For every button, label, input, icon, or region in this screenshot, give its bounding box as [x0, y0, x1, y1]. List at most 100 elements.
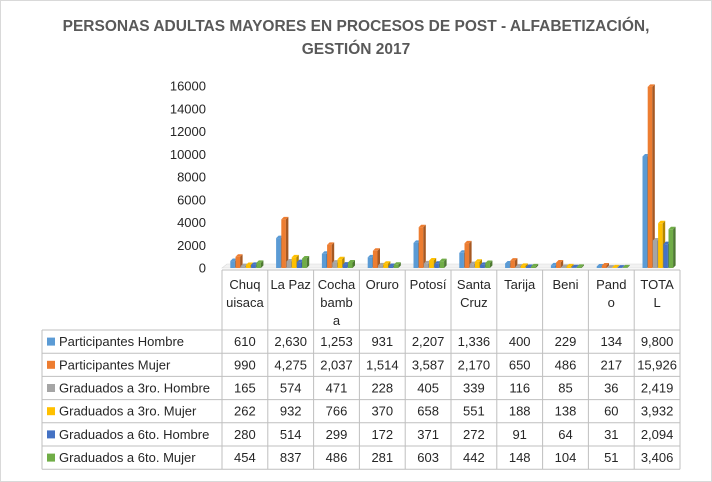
bar-top: [658, 220, 666, 224]
bar-front: [596, 266, 602, 268]
bar-top: [566, 263, 574, 267]
x-tick-label: Santa: [457, 277, 492, 292]
bar-top: [256, 260, 264, 263]
data-label: 104: [555, 450, 577, 465]
bar-front: [302, 258, 307, 268]
bar-side: [352, 259, 355, 268]
data-label: 658: [417, 404, 439, 419]
bar-front: [347, 262, 353, 268]
bar: [347, 259, 355, 268]
bar-side: [423, 224, 426, 268]
bar-top: [245, 262, 253, 266]
data-label: 172: [371, 427, 393, 442]
bar-top: [388, 263, 396, 267]
bar-front: [321, 253, 327, 268]
y-tick-label: 12000: [170, 124, 206, 139]
data-table: Chuq uisaca La Paz Cocha bamb a Oruro Potosí San…: [41, 269, 681, 470]
bar-top: [291, 254, 299, 258]
x-tick-label: Beni: [552, 277, 578, 292]
legend-key: [47, 453, 55, 462]
x-tick-label: La Paz: [270, 277, 310, 292]
bar-side: [606, 263, 609, 268]
bar-front: [566, 266, 572, 268]
x-tick-label: a: [333, 313, 341, 328]
y-axis: 0 2000 4000 6000 8000 10000 12000 14000 16000: [170, 79, 206, 276]
data-label: 486: [555, 357, 577, 372]
bar-front: [647, 86, 653, 268]
bar-top: [485, 260, 493, 263]
data-label: 165: [234, 381, 256, 396]
bar-top: [347, 259, 355, 263]
bar-front: [622, 267, 628, 268]
bar-front: [296, 262, 302, 268]
bar: [576, 264, 584, 268]
data-label: 932: [280, 404, 302, 419]
bar-side: [398, 262, 401, 268]
bar-front: [342, 264, 348, 268]
data-label: 188: [509, 404, 531, 419]
data-label: 574: [280, 381, 302, 396]
bar-front: [474, 261, 480, 268]
bar-front: [520, 265, 526, 268]
chart-title: PERSONAS ADULTAS MAYORES EN PROCESOS DE …: [63, 17, 650, 58]
bar-top: [617, 265, 625, 268]
x-tick-label: Pand: [596, 277, 626, 292]
bar: [668, 226, 676, 268]
bar-front: [510, 260, 515, 268]
data-label: 442: [463, 450, 485, 465]
plot-area: [221, 84, 676, 269]
bar-side: [571, 263, 574, 268]
data-label: 514: [280, 427, 302, 442]
bar-top: [510, 258, 518, 261]
bar-top: [596, 263, 604, 267]
data-label: 2,207: [412, 334, 445, 349]
data-label: 91: [512, 427, 526, 442]
legend-key: [47, 360, 55, 369]
bar-front: [423, 263, 429, 268]
bar-top: [520, 263, 528, 266]
bar: [566, 263, 574, 268]
series-name: Graduados a 6to. Mujer: [59, 450, 196, 465]
series-name: Participantes Mujer: [59, 357, 171, 372]
series-name: Graduados a 3ro. Hombre: [59, 381, 210, 396]
data-label: 4,275: [274, 357, 307, 372]
data-label: 262: [234, 404, 256, 419]
data-label: 2,170: [458, 357, 491, 372]
bar-side: [627, 264, 630, 268]
bar-front: [658, 223, 663, 268]
data-label: 138: [555, 404, 577, 419]
bar-top: [429, 258, 437, 261]
data-label: 280: [234, 427, 256, 442]
y-tick-label: 14000: [170, 101, 206, 116]
bar-front: [434, 263, 439, 268]
bar-top: [302, 255, 310, 259]
data-label: 51: [604, 450, 618, 465]
bar-top: [372, 248, 380, 251]
bar-front: [576, 266, 582, 268]
bar-front: [663, 244, 668, 268]
data-label: 229: [555, 334, 577, 349]
bar-front: [332, 262, 337, 268]
data-label: 1,336: [458, 334, 491, 349]
bar-front: [327, 244, 332, 268]
data-label: 9,800: [641, 334, 674, 349]
series-name: Graduados a 6to. Hombre: [59, 427, 209, 442]
bar-top: [240, 263, 248, 267]
data-label: 990: [234, 357, 256, 372]
bar-front: [235, 256, 241, 268]
bar-front: [276, 238, 281, 268]
data-label: 15,926: [637, 357, 677, 372]
bar-front: [525, 266, 531, 268]
bar-front: [413, 242, 419, 268]
bar-front: [337, 259, 343, 268]
bar-top: [576, 264, 584, 267]
bar-front: [464, 243, 470, 268]
bar-front: [230, 261, 235, 268]
bar-side: [652, 84, 655, 268]
legend-key: [47, 337, 55, 346]
bar-front: [571, 267, 577, 268]
x-tick-label: bamb: [320, 295, 353, 310]
bar-top: [383, 261, 391, 264]
bar: [393, 262, 401, 268]
